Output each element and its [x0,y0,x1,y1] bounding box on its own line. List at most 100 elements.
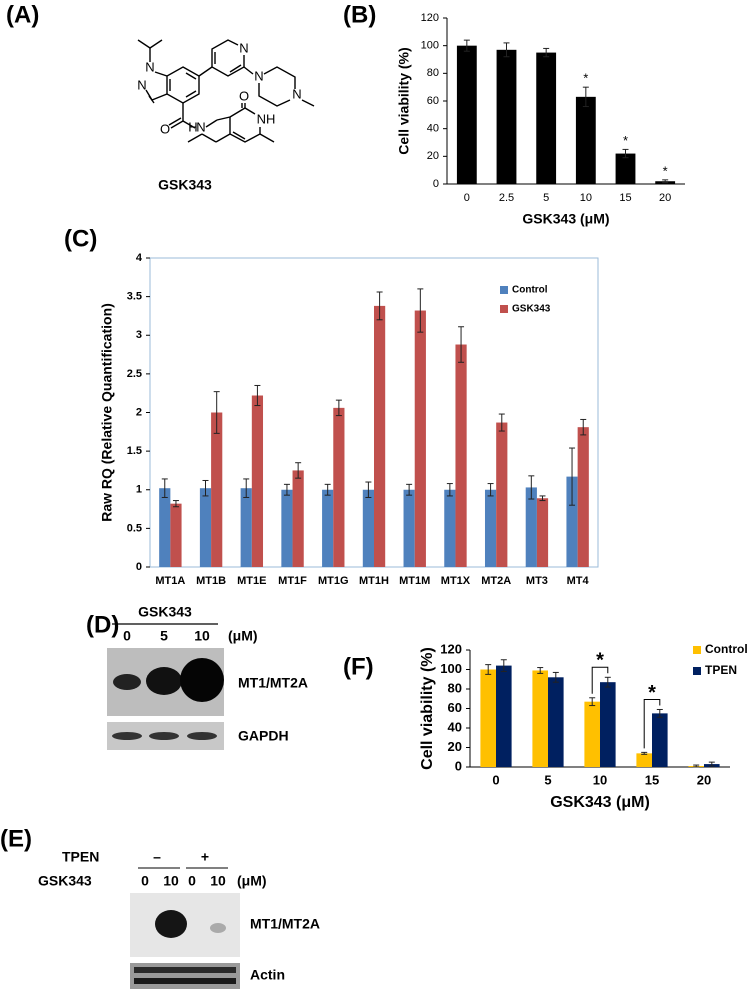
bar [333,407,345,567]
atom-label: O [160,121,170,136]
x-tick-label: MT1F [278,575,307,587]
legend-swatch [500,286,508,294]
y-tick-label: 4 [136,252,143,264]
bar [281,489,293,567]
y-tick-label: 60 [427,95,439,107]
band [146,667,182,695]
band [134,967,236,973]
band-label: MT1/MT2A [238,675,308,691]
bar [566,476,578,567]
atom-label: N [145,59,154,74]
y-tick-label: 80 [448,680,462,695]
significance-marker: * [663,163,668,178]
bar [575,96,596,184]
legend-label: GSK343 [512,304,551,315]
y-tick-label: 0 [136,561,142,573]
bar [636,753,652,767]
bar [496,49,517,184]
bar [536,52,557,185]
y-tick-label: 40 [448,719,462,734]
unit-label: (μM) [237,873,267,889]
band-label: MT1/MT2A [250,916,320,932]
x-tick-label: 5 [544,772,551,787]
bar [211,412,223,567]
y-tick-label: 20 [427,150,439,162]
x-tick-label: MT1X [441,575,471,587]
legend-label: Control [512,285,548,296]
x-tick-label: MT1E [237,575,266,587]
y-tick-label: 1 [136,484,142,496]
x-tick-label: MT1H [359,575,389,587]
y-tick-label: 0 [455,758,462,773]
panel-label: (C) [64,225,97,252]
bar [374,305,386,567]
bar [292,470,304,567]
atom-label: NH [257,111,276,126]
bar [455,344,467,567]
band-label: GAPDH [238,728,289,744]
bar [615,153,636,184]
bar [584,701,600,767]
y-axis-label: Cell viability (%) [396,47,412,154]
y-tick-label: 0 [433,178,439,190]
bar [444,489,456,567]
band [187,732,217,740]
bar [251,395,264,567]
dose-label: 0 [141,873,149,889]
bar [159,488,171,567]
x-tick-label: 15 [645,772,659,787]
x-tick-label: MT3 [526,575,548,587]
legend-swatch [693,646,701,654]
bar [525,487,537,567]
x-tick-label: 0 [464,192,470,204]
bar [600,682,616,767]
panel-label: (E) [0,825,32,852]
y-tick-label: 80 [427,67,439,79]
bar [532,670,548,767]
compound-name: GSK343 [158,177,212,193]
x-tick-label: MT2A [481,575,511,587]
band [134,978,236,984]
y-tick-label: 2 [136,406,142,418]
treatment-label: GSK343 [138,604,192,620]
panel-label: (D) [86,611,119,638]
x-tick-label: MT4 [567,575,590,587]
treatment-label: GSK343 [38,873,92,889]
significance-bracket [643,698,661,749]
tpen-state: – [153,849,161,865]
bar [484,489,497,567]
blot [130,963,240,989]
legend-label: Control [705,642,748,656]
x-tick-label: 15 [619,192,631,204]
band [180,658,224,702]
bar [536,498,549,567]
x-tick-label: 10 [580,192,592,204]
significance-marker: * [583,71,588,86]
x-tick-label: 5 [543,192,549,204]
x-tick-label: MT1B [196,575,226,587]
atom-label: H [188,119,197,134]
dose-label: 0 [123,628,131,644]
atom-label: O [239,88,249,103]
unit-label: (μM) [228,628,258,644]
x-tick-label: MT1M [399,575,430,587]
atom-label: N [137,77,146,92]
y-tick-label: 120 [440,641,462,656]
significance-bracket [591,666,609,694]
bar [240,488,252,567]
bar [456,45,477,184]
bar [170,503,182,567]
legend-label: TPEN [705,663,737,677]
atom-label: N [292,86,301,101]
bar [496,422,508,567]
bar [403,489,415,567]
band-label: Actin [250,967,285,983]
treatment-label: TPEN [62,849,99,865]
dose-label: 10 [210,873,226,889]
y-tick-label: 0.5 [127,522,142,534]
legend-swatch [693,667,701,675]
x-axis-label: GSK343 (μM) [550,794,650,811]
significance-marker: * [648,682,656,704]
bar [496,665,512,767]
y-tick-label: 120 [421,12,439,24]
